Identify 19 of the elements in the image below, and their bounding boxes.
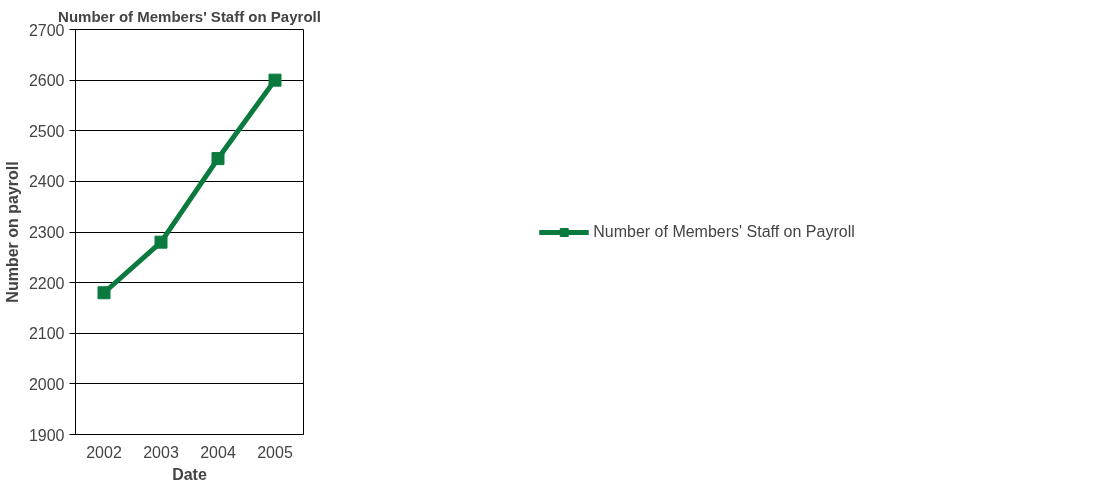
x-tick-label: 2003 [143,443,179,461]
x-tick-label: 2004 [200,443,236,461]
y-tick-label: 2400 [28,173,65,191]
x-tick-label: 2005 [257,443,293,461]
y-tick-label: 2600 [28,72,65,90]
x-tick-label: 2002 [86,443,122,461]
y-tick-label: 2300 [28,224,65,241]
point [211,152,225,166]
y-axis-title: Number on payroll [3,161,21,303]
y-tick-label: 2200 [28,274,65,292]
y-tick-label: 2100 [28,325,65,343]
point [268,73,282,87]
y-tick-label: 1900 [28,426,65,444]
x-axis-title: Date [172,465,207,483]
legend-label: Number of Members' Staff on Payroll [593,222,855,241]
point [97,286,111,300]
point [154,235,168,249]
y-tick-label: 2500 [28,122,65,140]
y-tick-label: 2000 [28,375,65,393]
